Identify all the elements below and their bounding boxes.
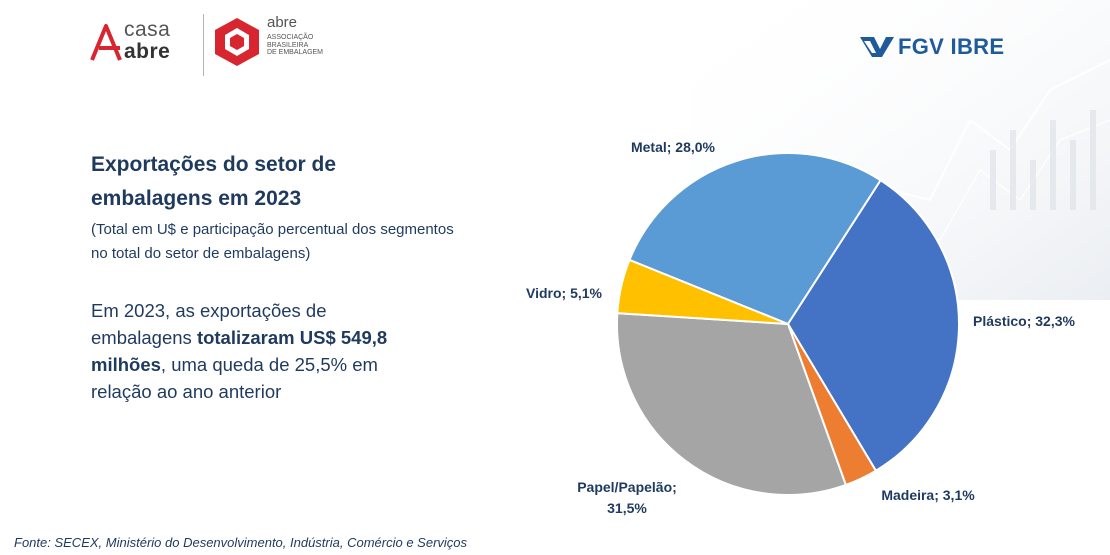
pie-label-pl-stico: Plástico; 32,3% — [973, 313, 1075, 329]
pie-slice-pl-stico — [786, 178, 960, 473]
pie-label-papel-papel-o: Papel/Papelão; 31,5% — [577, 479, 677, 516]
pie-slice-vidro — [616, 258, 789, 325]
abre-logo: abre ASSOCIAÇÃO BRASILEIRA DE EMBALAGEM — [212, 14, 332, 74]
slide-title: Exportações do setor de embalagens em 20… — [91, 153, 337, 210]
pie-label-madeira: Madeira; 3,1% — [881, 487, 975, 503]
abre-subtitle-line: DE EMBALAGEM — [267, 49, 324, 56]
pie-slices — [615, 152, 960, 496]
abre-subtitle-line: BRASILEIRA — [267, 41, 309, 49]
fgv-ibre-text: FGV IBRE — [898, 34, 1005, 59]
pie-slice-papel-papel-o — [615, 312, 848, 496]
highlight-text: Em 2023, as exportações de embalagens to… — [91, 297, 421, 405]
pie-labels: Metal; 28,0% Plástico; 32,3% Madeira; 3,1%… — [526, 139, 1076, 516]
highlight-part-1: Em 2023, as exportações de embalagens — [91, 300, 327, 348]
casa-abre-mark-icon — [90, 24, 122, 61]
casa-abre-word-2: abre — [124, 40, 171, 63]
abre-cube-icon — [215, 18, 259, 66]
pie-slice-metal — [628, 152, 883, 326]
slide-subtitle: (Total em U$ e participação percentual d… — [91, 221, 454, 262]
highlight-bold: totalizaram US$ 549,8 milhões — [91, 327, 388, 375]
pie-label-vidro: Vidro; 5,1% — [526, 285, 603, 301]
logo-divider — [203, 14, 204, 76]
abre-subtitle: ASSOCIAÇÃO BRASILEIRA DE EMBALAGEM — [267, 34, 337, 57]
casa-abre-logo: casa abre — [90, 18, 202, 68]
fgv-mark-icon — [860, 37, 894, 57]
abre-name: abre — [267, 14, 298, 31]
highlight-part-2: , uma queda de 25,5% em relação ao ano a… — [91, 354, 378, 402]
casa-abre-word-1: casa — [124, 18, 171, 41]
abre-subtitle-line: ASSOCIAÇÃO — [267, 34, 314, 41]
source-note: Fonte: SECEX, Ministério do Desenvolvime… — [14, 535, 468, 550]
pie-label-metal: Metal; 28,0% — [631, 139, 716, 155]
